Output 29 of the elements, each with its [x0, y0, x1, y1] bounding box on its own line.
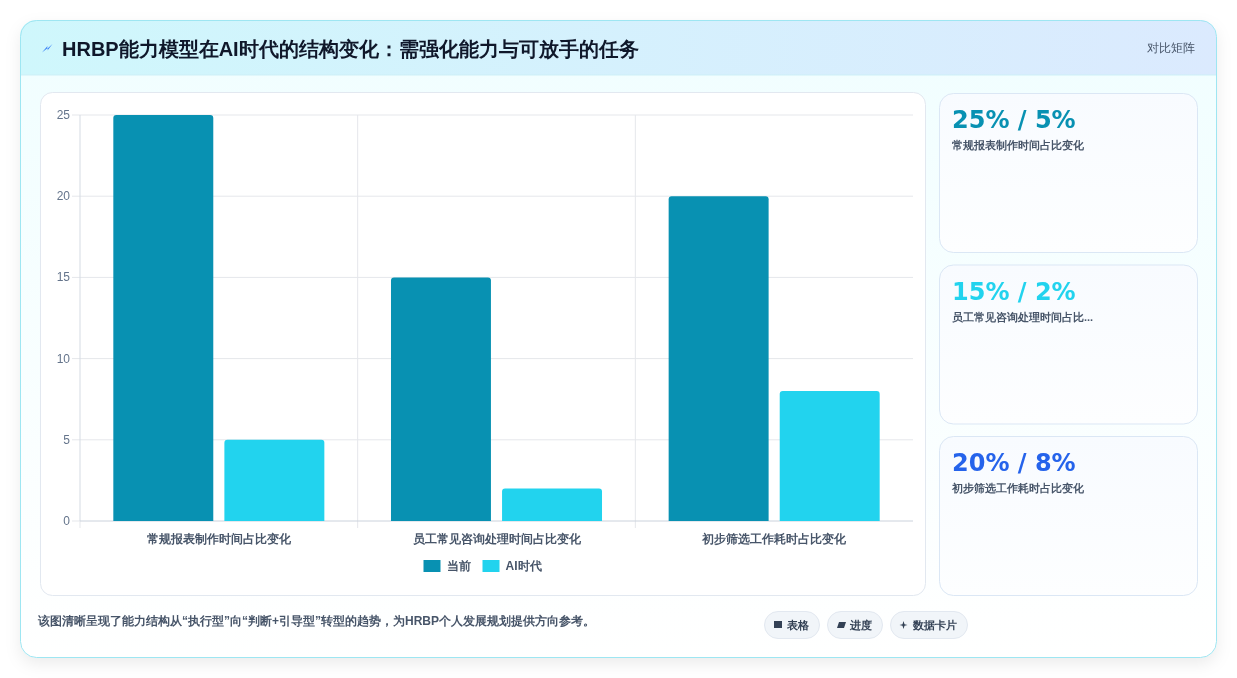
y-tick-label: 20 — [56, 189, 71, 204]
text: 初步筛选工作耗时占比变化 — [951, 482, 1085, 494]
text: 对比矩阵 — [1147, 41, 1195, 55]
x-tick-label: 员工常见咨询处理时间占比变化 — [412, 532, 582, 546]
bar — [668, 196, 769, 521]
bar — [779, 391, 880, 521]
bar — [390, 277, 491, 521]
legend-label: AI时代 — [505, 559, 542, 573]
text: 表格 — [786, 619, 810, 631]
chart-title: HRBP能力模型在AI时代的结构变化：需强化能力与可放手的任务 — [62, 38, 639, 60]
text: 数据卡片 — [912, 619, 957, 631]
legend-label: 当前 — [446, 559, 471, 573]
y-tick-label: 10 — [56, 351, 71, 366]
y-tick-label: 25 — [56, 108, 71, 122]
bar — [113, 115, 214, 521]
text: 20% / 8% — [952, 449, 1076, 477]
bar — [224, 439, 325, 521]
y-tick-label: 5 — [63, 432, 71, 447]
text: 进度 — [849, 619, 872, 631]
y-tick-label: 15 — [56, 270, 71, 285]
text: 该图清晰呈现了能力结构从“执行型”向“判断+引导型”转型的趋势，为HRBP个人发展规划提供方向参考。 — [37, 614, 596, 628]
text: 员工常见咨询处理时间占比... — [952, 310, 1094, 323]
x-tick-label: 初步筛选工作耗时占比变化 — [701, 532, 848, 546]
text: 15% / 2% — [952, 277, 1076, 306]
text: 25% / 5% — [952, 106, 1076, 134]
y-tick-label: 0 — [63, 514, 71, 528]
x-tick-label: 常规报表制作时间占比变化 — [146, 532, 292, 546]
bar — [502, 488, 603, 521]
text: 常规报表制作时间占比变化 — [952, 139, 1085, 151]
